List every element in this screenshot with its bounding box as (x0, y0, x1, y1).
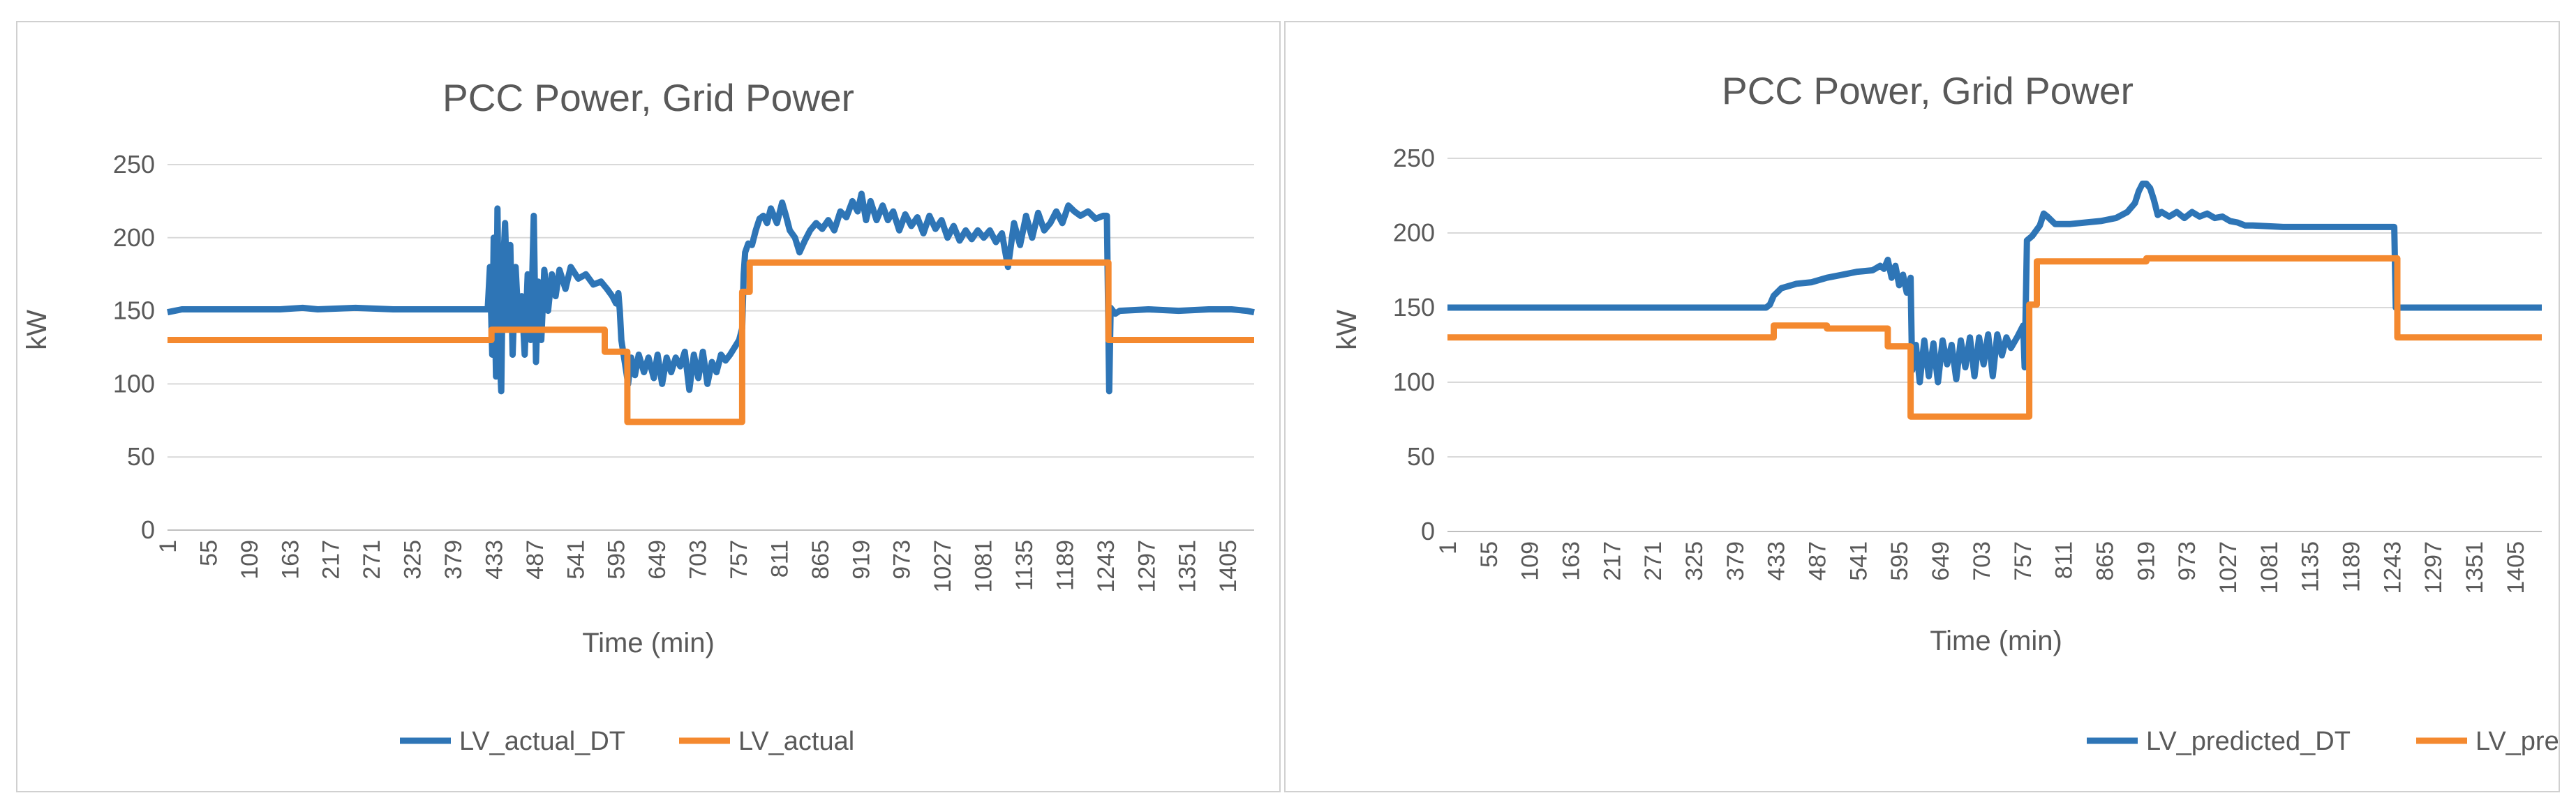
x-tick-label: 163 (1558, 541, 1585, 581)
y-tick-label: 200 (1393, 218, 1435, 247)
x-tick-label: 541 (563, 540, 589, 580)
x-tick-label: 1189 (1052, 540, 1078, 591)
x-tick-label: 757 (726, 540, 752, 580)
x-tick-label: 541 (1845, 541, 1872, 581)
x-tick-label: 973 (889, 540, 916, 580)
y-axis-label: kW (1332, 310, 1362, 350)
series-line-LV_predicted (1447, 255, 2542, 420)
x-tick-label: 973 (2174, 541, 2201, 581)
x-tick-label: 433 (481, 540, 507, 580)
series-line-LV_actual_DT (167, 190, 1255, 395)
x-tick-label: 1081 (2256, 541, 2283, 594)
x-tick-label: 1 (1435, 541, 1461, 555)
x-tick-label: 865 (807, 540, 834, 580)
series-line-LV_predicted_DT (1447, 180, 2542, 386)
x-tick-label: 595 (1886, 541, 1913, 581)
x-tick-label: 811 (2051, 541, 2078, 579)
x-tick-label: 1351 (1175, 540, 1201, 593)
x-tick-label: 487 (522, 540, 549, 580)
x-tick-label: 109 (1517, 541, 1544, 581)
legend-label-series-1: LV_predicted (2476, 727, 2559, 756)
y-tick-label: 150 (1393, 293, 1435, 322)
x-tick-label: 1351 (2462, 541, 2488, 594)
x-tick-label: 1081 (971, 540, 997, 593)
x-tick-label: 1243 (2379, 541, 2406, 594)
x-tick-label: 865 (2092, 541, 2118, 581)
x-tick-label: 433 (1764, 541, 1790, 581)
x-tick-label: 271 (1640, 541, 1667, 581)
x-tick-label: 1 (155, 540, 181, 553)
x-axis-label: Time (min) (1930, 626, 2062, 656)
chart-title: PCC Power, Grid Power (442, 76, 854, 119)
x-tick-label: 649 (1928, 541, 1954, 581)
chart-right: 0 50 100 150 200 250 1 55 109 163 217 271 325 379 433 4… (1332, 69, 2559, 756)
x-tick-label: 1243 (1093, 540, 1119, 593)
legend-label-series-1: LV_actual (738, 727, 854, 756)
x-tick-label: 487 (1805, 541, 1831, 581)
x-tick-label: 1405 (2503, 541, 2529, 594)
x-tick-label: 271 (359, 540, 385, 580)
y-tick-label: 250 (113, 150, 155, 179)
y-tick-label: 250 (1393, 144, 1435, 172)
x-tick-label: 1297 (2420, 541, 2447, 594)
x-tick-label: 757 (2010, 541, 2037, 581)
series-line-LV_actual (167, 259, 1254, 425)
y-tick-label: 100 (1393, 368, 1435, 396)
x-tick-label: 1135 (2298, 541, 2324, 592)
x-tick-label: 703 (1969, 541, 1995, 581)
x-tick-label: 217 (318, 540, 345, 580)
x-tick-label: 55 (1476, 541, 1503, 568)
legend: LV_predicted_DT LV_predicted (2087, 727, 2559, 756)
x-tick-label: 163 (277, 540, 304, 580)
x-tick-label: 379 (440, 540, 467, 580)
y-tick-label: 100 (113, 369, 155, 398)
x-tick-label: 1135 (1011, 540, 1038, 591)
y-tick-label: 150 (113, 296, 155, 325)
x-tick-label: 703 (685, 540, 712, 580)
y-axis-label: kW (22, 310, 52, 350)
x-tick-label: 379 (1722, 541, 1749, 581)
y-tick-label: 50 (127, 442, 155, 471)
x-tick-label: 595 (604, 540, 630, 580)
y-tick-label: 50 (1407, 442, 1435, 471)
y-tick-label: 0 (141, 515, 155, 544)
x-axis-label: Time (min) (582, 628, 715, 658)
x-tick-label: 325 (1681, 541, 1708, 581)
x-tick-label: 217 (1599, 541, 1625, 581)
chart-panel-right: 0 50 100 150 200 250 1 55 109 163 217 271 325 379 433 4… (1284, 21, 2560, 792)
x-tick-label: 1297 (1133, 540, 1160, 593)
legend-label-series-0: LV_actual_DT (459, 727, 625, 756)
x-tick-label: 919 (848, 540, 874, 580)
x-tick-label: 811 (766, 540, 793, 578)
x-tick-label: 1027 (2215, 541, 2242, 594)
legend: LV_actual_DT LV_actual (400, 727, 854, 756)
chart-panel-left: 0 50 100 150 200 250 1 55 109 163 217 271 325 379 433 4… (16, 21, 1281, 792)
legend-label-series-0: LV_predicted_DT (2146, 727, 2351, 756)
x-tick-label: 1405 (1215, 540, 1242, 593)
x-tick-label: 919 (2133, 541, 2159, 581)
x-tick-label: 325 (400, 540, 426, 580)
chart-left: 0 50 100 150 200 250 1 55 109 163 217 271 325 379 433 4… (22, 76, 1255, 756)
x-tick-label: 109 (237, 540, 263, 580)
x-tick-label: 649 (644, 540, 671, 580)
y-tick-label: 0 (1421, 517, 1435, 545)
chart-title: PCC Power, Grid Power (1722, 69, 2134, 112)
y-tick-label: 200 (113, 223, 155, 252)
x-tick-label: 1189 (2338, 541, 2365, 592)
x-tick-label: 1027 (930, 540, 956, 593)
x-tick-label: 55 (195, 540, 222, 566)
